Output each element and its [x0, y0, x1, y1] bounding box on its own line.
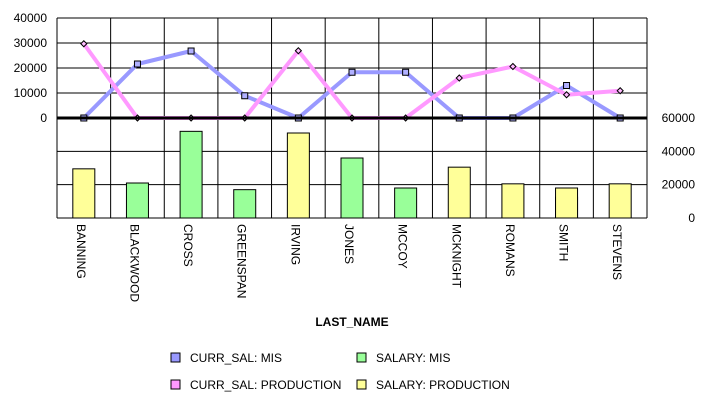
point-marker — [294, 47, 303, 55]
point-marker — [509, 62, 517, 71]
x-tick-label: ROMANS — [503, 224, 517, 277]
line-layer — [80, 40, 624, 122]
point-marker — [455, 74, 463, 82]
legend: CURR_SAL: MIS SALARY: MIS CURR_SAL: PRODUC… — [170, 351, 510, 392]
bar — [555, 187, 579, 219]
y-left-tick-label: 20000 — [14, 61, 48, 75]
point-marker — [187, 47, 195, 55]
bar — [501, 183, 525, 219]
x-tick-label: SMITH — [557, 224, 571, 261]
bar — [179, 130, 203, 219]
y-left-tick-label: 10000 — [14, 86, 48, 100]
tick-layer: 0 10000 20000 30000 40000 0 20000 40000 60000 BAN… — [14, 11, 696, 302]
legend-swatch — [356, 379, 367, 390]
bar-layer — [72, 130, 632, 219]
x-tick-label: BANNING — [74, 224, 88, 279]
bar — [394, 187, 418, 219]
y-right-tick-label: 0 — [688, 211, 695, 225]
x-tick-label: GREENSPAN — [235, 224, 249, 298]
y-left-tick-label: 40000 — [14, 11, 48, 25]
point-marker — [348, 68, 356, 76]
x-tick-label: IRVING — [288, 224, 302, 265]
point-marker — [563, 82, 571, 89]
legend-swatch — [170, 379, 181, 390]
y-right-tick-label: 20000 — [662, 178, 696, 192]
legend-swatch — [170, 352, 181, 363]
y-right-tick-label: 40000 — [662, 144, 696, 158]
y-right-tick-label: 60000 — [662, 111, 696, 125]
bar — [286, 132, 310, 219]
legend-label: CURR_SAL: PRODUCTION — [190, 378, 341, 392]
x-axis-title: LAST_NAME — [315, 315, 388, 329]
x-tick-label: BLACKWOOD — [127, 224, 141, 302]
point-marker — [616, 87, 624, 95]
bar — [72, 168, 96, 219]
bar — [447, 166, 471, 219]
x-tick-label: MCKNIGHT — [449, 224, 463, 289]
x-tick-label: STEVENS — [610, 224, 624, 280]
point-marker — [241, 92, 249, 100]
legend-swatch — [356, 352, 367, 363]
point-marker — [402, 68, 410, 76]
x-tick-label: MCCOY — [396, 224, 410, 269]
bar — [233, 189, 257, 219]
bar — [125, 182, 149, 219]
bar — [608, 183, 632, 219]
bar — [340, 157, 364, 219]
x-tick-label: JONES — [342, 224, 356, 264]
point-marker — [562, 91, 571, 99]
legend-label: SALARY: MIS — [376, 351, 450, 365]
point-marker — [133, 60, 141, 68]
y-left-tick-label: 0 — [40, 111, 47, 125]
y-left-tick-label: 30000 — [14, 36, 48, 50]
legend-label: CURR_SAL: MIS — [190, 351, 282, 365]
legend-label: SALARY: PRODUCTION — [376, 378, 510, 392]
point-marker — [80, 40, 88, 48]
x-tick-label: CROSS — [181, 224, 195, 267]
